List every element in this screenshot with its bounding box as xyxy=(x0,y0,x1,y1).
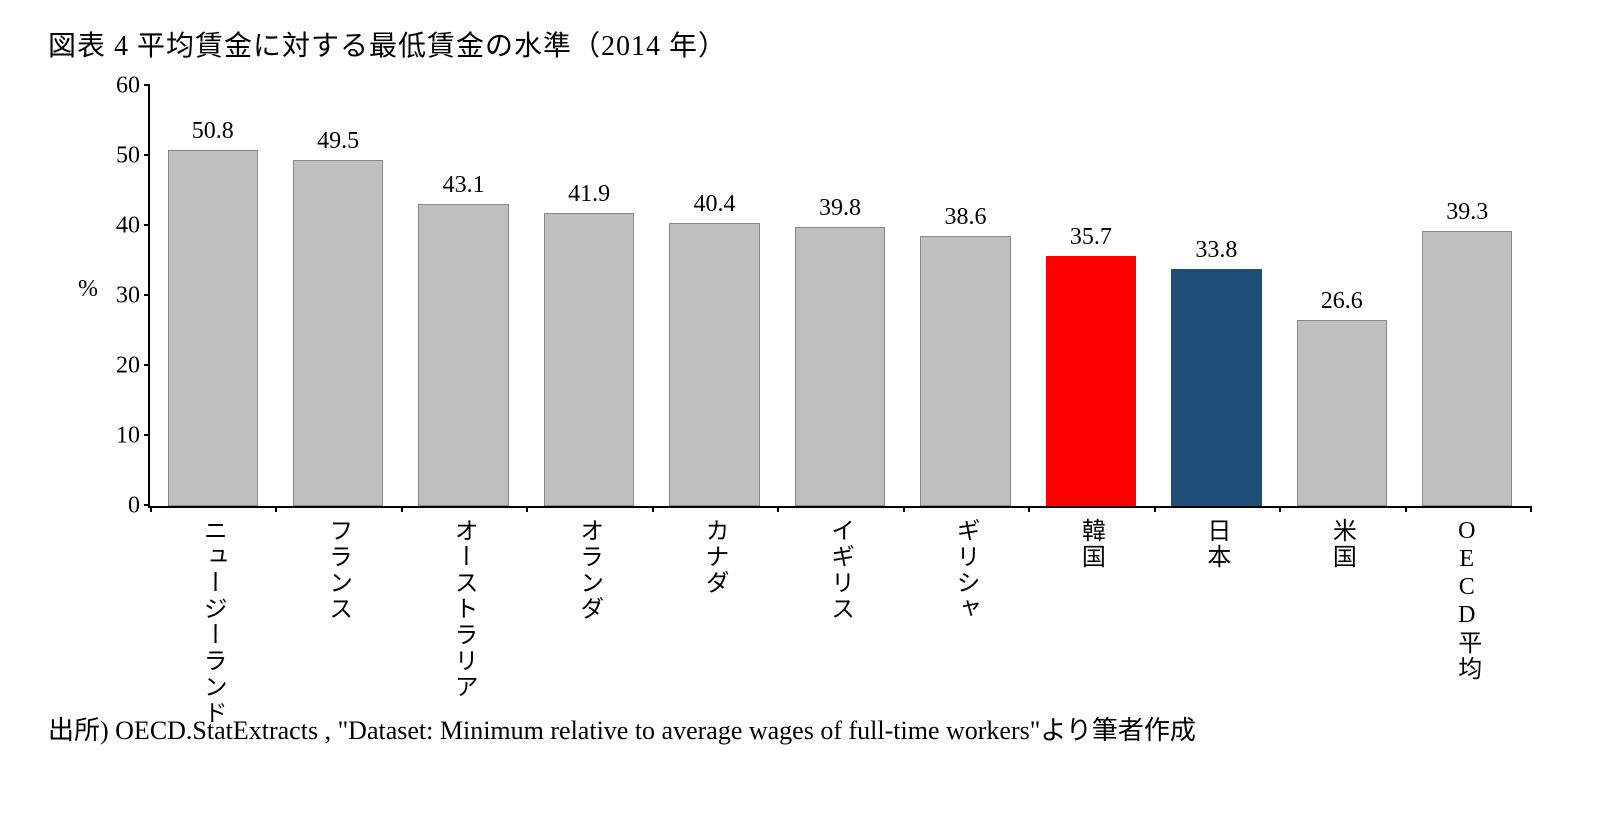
x-tick-mark xyxy=(526,506,528,512)
bar-value-label: 40.4 xyxy=(670,191,758,218)
bar-value-label: 43.1 xyxy=(419,172,507,199)
y-tick-label: 40 xyxy=(116,213,150,240)
x-axis-label: フランス xyxy=(321,518,356,622)
x-tick-mark xyxy=(401,506,403,512)
bar-value-label: 38.6 xyxy=(921,204,1009,231)
bar: 49.5 xyxy=(293,160,383,507)
x-axis-label: イギリス xyxy=(823,518,858,622)
x-axis-label: オランダ xyxy=(572,518,607,622)
x-tick-mark xyxy=(1530,506,1532,512)
plot-area: 010203040506050.8ニュージーランド49.5フランス43.1オース… xyxy=(148,86,1530,508)
x-axis-label: カナダ xyxy=(697,518,732,596)
y-tick-label: 10 xyxy=(116,423,150,450)
x-axis-label: ニュージーランド xyxy=(195,518,230,726)
bar-value-label: 49.5 xyxy=(294,128,382,155)
x-tick-mark xyxy=(777,506,779,512)
chart: % 010203040506050.8ニュージーランド49.5フランス43.1オ… xyxy=(48,76,1548,706)
x-axis-label: 韓国 xyxy=(1073,518,1108,570)
x-axis-label: OECD平均 xyxy=(1450,518,1485,682)
bar-value-label: 33.8 xyxy=(1172,237,1260,264)
x-axis-label: 米国 xyxy=(1324,518,1359,570)
y-tick-mark xyxy=(144,364,150,366)
y-tick-label: 50 xyxy=(116,143,150,170)
chart-source: 出所) OECD.StatExtracts , "Dataset: Minimu… xyxy=(48,710,1576,747)
y-tick-mark xyxy=(144,434,150,436)
y-tick-label: 60 xyxy=(116,73,150,100)
x-axis-label: オーストラリア xyxy=(446,518,481,700)
x-tick-mark xyxy=(1028,506,1030,512)
bar-value-label: 41.9 xyxy=(545,181,633,208)
bar: 33.8 xyxy=(1171,269,1261,506)
x-tick-mark xyxy=(275,506,277,512)
y-tick-mark xyxy=(144,154,150,156)
y-tick-mark xyxy=(144,224,150,226)
x-tick-mark xyxy=(652,506,654,512)
x-tick-mark xyxy=(1154,506,1156,512)
y-axis-unit: % xyxy=(78,276,98,303)
y-tick-label: 20 xyxy=(116,353,150,380)
bar: 40.4 xyxy=(669,223,759,506)
y-tick-label: 30 xyxy=(116,283,150,310)
bar-value-label: 50.8 xyxy=(169,118,257,145)
bar: 38.6 xyxy=(920,236,1010,506)
bar-value-label: 26.6 xyxy=(1298,288,1386,315)
bar: 43.1 xyxy=(418,204,508,506)
x-tick-mark xyxy=(150,506,152,512)
bar: 35.7 xyxy=(1046,256,1136,506)
bar-value-label: 39.8 xyxy=(796,195,884,222)
x-tick-mark xyxy=(903,506,905,512)
chart-title: 図表 4 平均賃金に対する最低賃金の水準（2014 年） xyxy=(48,24,1576,64)
page: 図表 4 平均賃金に対する最低賃金の水準（2014 年） % 010203040… xyxy=(0,0,1624,822)
y-tick-mark xyxy=(144,84,150,86)
bar: 50.8 xyxy=(168,150,258,506)
x-axis-label: ギリシャ xyxy=(948,518,983,622)
bar: 39.3 xyxy=(1422,231,1512,506)
bar: 39.8 xyxy=(795,227,885,506)
bar-value-label: 35.7 xyxy=(1047,224,1135,251)
bar-value-label: 39.3 xyxy=(1423,199,1511,226)
bar: 26.6 xyxy=(1297,320,1387,506)
bar: 41.9 xyxy=(544,213,634,506)
x-tick-mark xyxy=(1279,506,1281,512)
x-tick-mark xyxy=(1405,506,1407,512)
y-tick-mark xyxy=(144,294,150,296)
y-tick-label: 0 xyxy=(128,493,150,520)
x-axis-label: 日本 xyxy=(1199,518,1234,570)
